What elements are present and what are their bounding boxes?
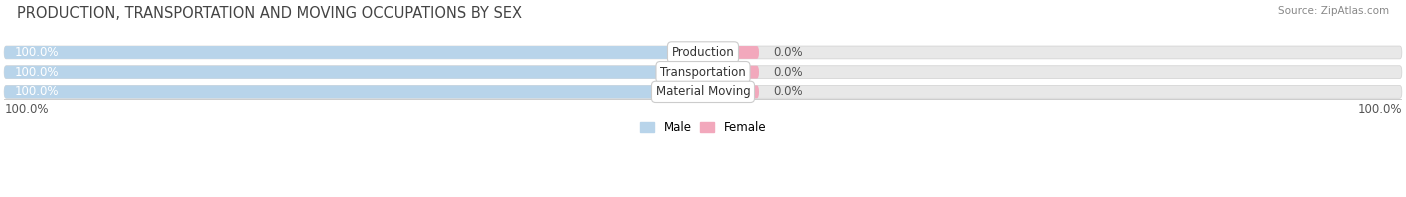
Text: Transportation: Transportation — [661, 66, 745, 79]
FancyBboxPatch shape — [703, 66, 759, 79]
Text: Material Moving: Material Moving — [655, 85, 751, 98]
Text: 0.0%: 0.0% — [773, 66, 803, 79]
FancyBboxPatch shape — [4, 66, 703, 79]
Text: 100.0%: 100.0% — [14, 66, 59, 79]
FancyBboxPatch shape — [703, 46, 759, 59]
FancyBboxPatch shape — [703, 85, 759, 98]
Text: 0.0%: 0.0% — [773, 46, 803, 59]
FancyBboxPatch shape — [4, 46, 1402, 59]
Text: PRODUCTION, TRANSPORTATION AND MOVING OCCUPATIONS BY SEX: PRODUCTION, TRANSPORTATION AND MOVING OC… — [17, 6, 522, 21]
FancyBboxPatch shape — [4, 85, 703, 98]
FancyBboxPatch shape — [4, 66, 1402, 79]
Text: Production: Production — [672, 46, 734, 59]
FancyBboxPatch shape — [4, 46, 703, 59]
Text: 100.0%: 100.0% — [14, 46, 59, 59]
Text: 100.0%: 100.0% — [4, 103, 49, 116]
Text: 100.0%: 100.0% — [1357, 103, 1402, 116]
Text: 0.0%: 0.0% — [773, 85, 803, 98]
Text: 100.0%: 100.0% — [14, 85, 59, 98]
FancyBboxPatch shape — [4, 85, 1402, 98]
Legend: Male, Female: Male, Female — [636, 117, 770, 139]
Text: Source: ZipAtlas.com: Source: ZipAtlas.com — [1278, 6, 1389, 16]
